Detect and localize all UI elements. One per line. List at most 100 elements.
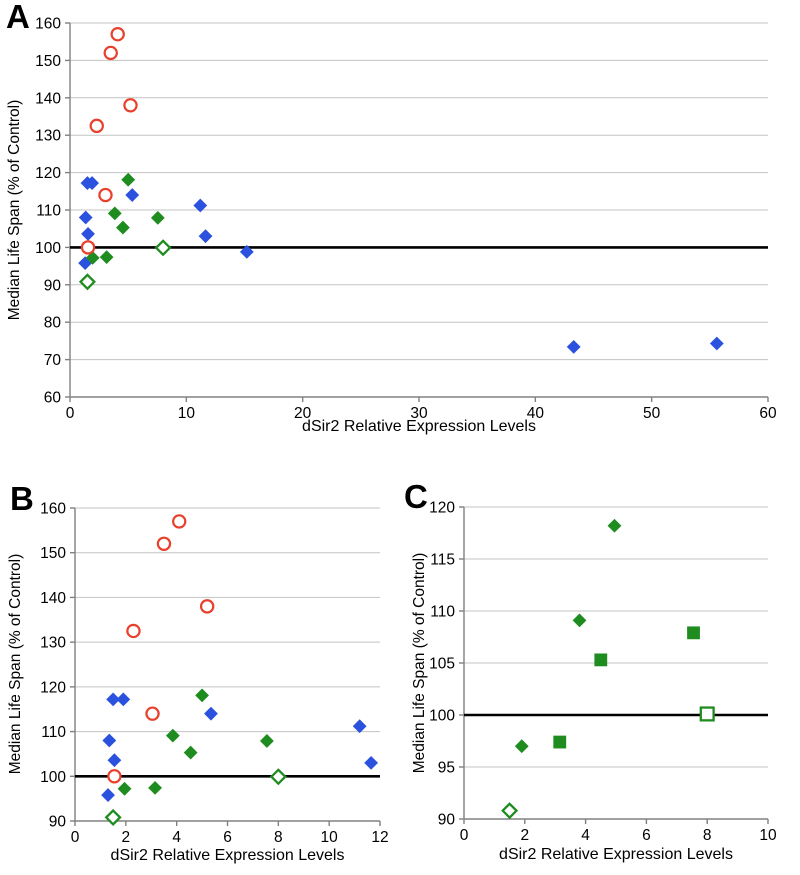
y-tick-label: 105 (429, 656, 455, 673)
data-point-diamond (204, 706, 218, 721)
data-point-circle-open (156, 536, 172, 551)
panel-a-label: A (6, 0, 30, 35)
panel-b-label: B (10, 480, 34, 517)
data-point-circle-open (98, 187, 113, 203)
x-tick-label: 30 (410, 405, 428, 422)
data-point-diamond (607, 518, 622, 533)
data-point-square (687, 626, 700, 640)
panel-b-x-axis-title: dSir2 Relative Expression Levels (110, 847, 345, 864)
x-tick-label: 40 (527, 405, 545, 422)
y-tick-label: 90 (49, 814, 67, 831)
x-tick-label: 0 (71, 829, 80, 846)
x-tick-label: 4 (172, 829, 181, 846)
panel-b-plot: 90 100 110 120 130 140 150 160 0 2 4 6 8 10 12 (40, 501, 389, 847)
x-tick-label: 2 (520, 827, 529, 844)
data-point-diamond-open (78, 273, 96, 291)
data-point-diamond (102, 733, 117, 748)
data-point-diamond (514, 739, 529, 754)
data-point-diamond (107, 753, 122, 768)
x-tick-label: 10 (759, 827, 777, 844)
data-point-diamond-open (154, 239, 172, 257)
data-point-diamond (125, 188, 140, 202)
data-point-diamond (101, 788, 115, 802)
y-tick-label: 120 (40, 679, 66, 696)
data-point-diamond (99, 250, 114, 265)
data-point-circle-open (123, 98, 138, 113)
data-point-diamond-open (501, 802, 519, 820)
x-tick-label: 10 (178, 405, 196, 422)
data-point-circle-open (89, 118, 104, 134)
data-point-circle-open (107, 769, 122, 784)
panel-c-label: C (404, 478, 428, 515)
data-point-circle-open (80, 240, 96, 255)
x-tick-label: 12 (371, 829, 388, 846)
y-tick-label: 80 (44, 315, 62, 332)
x-tick-label: 20 (294, 405, 312, 422)
y-tick-label: 120 (429, 500, 455, 517)
data-point-diamond (78, 210, 93, 225)
x-tick-label: 0 (460, 827, 469, 844)
y-tick-label: 60 (44, 390, 62, 407)
x-tick-label: 8 (274, 829, 283, 846)
data-point-diamond (364, 755, 379, 770)
data-point-diamond (85, 176, 100, 190)
data-point-diamond (106, 692, 121, 707)
data-point-diamond (709, 336, 724, 351)
data-point-square (553, 735, 567, 749)
y-tick-label: 100 (429, 708, 455, 725)
data-point-diamond (116, 220, 130, 235)
data-point-circle-open (199, 599, 215, 614)
y-tick-label: 120 (35, 165, 61, 182)
data-point-square-open (699, 706, 715, 722)
data-point-circle-open (110, 27, 125, 42)
y-tick-label: 160 (40, 501, 66, 518)
x-tick-label: 6 (642, 827, 651, 844)
y-tick-label: 100 (35, 240, 61, 257)
data-point-diamond (566, 339, 581, 354)
data-point-diamond (193, 198, 208, 213)
data-point-diamond (150, 210, 165, 225)
panel-a-x-axis-title: dSir2 Relative Expression Levels (302, 418, 536, 435)
data-point-diamond (117, 781, 132, 796)
data-point-diamond-open (269, 768, 287, 786)
panel-c-x-axis-title: dSir2 Relative Expression Levels (499, 846, 733, 863)
x-tick-label: 8 (703, 827, 712, 844)
data-point-circle-open (172, 514, 187, 529)
data-point-diamond (165, 728, 180, 743)
panel-c-plot: 90 95 100 105 110 115 120 0 2 4 6 8 10 (429, 500, 777, 845)
data-point-diamond (107, 206, 122, 221)
data-point-diamond (148, 781, 162, 795)
data-point-circle-open (145, 706, 160, 721)
data-point-diamond (81, 227, 95, 241)
y-tick-label: 95 (438, 760, 455, 777)
y-tick-label: 115 (430, 552, 455, 569)
y-tick-label: 160 (35, 16, 61, 33)
y-tick-label: 150 (35, 53, 61, 70)
y-tick-label: 110 (36, 203, 61, 220)
y-tick-label: 100 (40, 769, 66, 786)
data-point-diamond (195, 688, 209, 703)
data-point-diamond (259, 734, 274, 748)
data-point-diamond (352, 719, 367, 734)
data-point-diamond (239, 244, 254, 259)
y-tick-label: 130 (35, 128, 61, 145)
y-tick-label: 70 (44, 352, 62, 369)
x-tick-label: 2 (122, 829, 131, 846)
y-tick-label: 90 (438, 812, 456, 829)
y-tick-label: 110 (41, 724, 66, 741)
data-point-diamond (116, 692, 131, 707)
data-point-diamond (198, 229, 213, 244)
x-tick-label: 0 (66, 405, 75, 422)
data-point-diamond (572, 613, 587, 628)
y-tick-label: 150 (40, 545, 66, 562)
x-tick-label: 4 (581, 827, 590, 844)
x-tick-label: 10 (321, 829, 339, 846)
y-tick-label: 130 (40, 635, 66, 652)
y-tick-label: 90 (44, 277, 62, 294)
data-point-diamond (85, 250, 100, 265)
y-tick-label: 140 (35, 90, 61, 107)
data-point-circle-open (103, 45, 118, 61)
data-point-diamond (183, 745, 198, 760)
panel-a-plot: 60 70 80 90 100 110 120 130 140 150 160 0 10 20 30 40 50… (35, 16, 777, 423)
